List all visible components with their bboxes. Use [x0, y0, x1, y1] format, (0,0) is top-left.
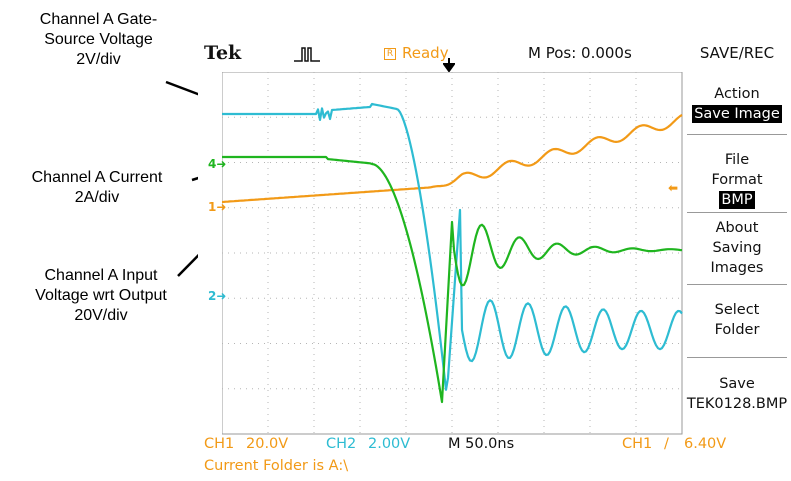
- annotation-line: 20V/div: [74, 307, 128, 324]
- save-label: Save: [719, 376, 755, 392]
- annotation-line: 2V/div: [76, 51, 121, 68]
- annotation-line: 2A/div: [74, 189, 120, 206]
- menu-divider: [687, 134, 787, 135]
- ch2-label: CH2: [326, 436, 357, 452]
- ch4-trace: [222, 155, 683, 404]
- trigger-position-icon: [443, 58, 455, 72]
- ch2-scale: 2.00V: [368, 436, 411, 452]
- action-menu-item[interactable]: Action Save Image: [685, 84, 789, 124]
- trigger-level-marker: ⬅: [668, 181, 679, 195]
- readout-bar: CH1 20.0V CH2 2.00V M 50.0ns CH1 / 6.40V…: [198, 436, 791, 481]
- horizontal-position: M Pos: 0.000s: [528, 44, 632, 62]
- about-label: Saving: [712, 240, 762, 256]
- about-saving-menu-item[interactable]: About Saving Images: [685, 218, 789, 278]
- file-format-label: File: [724, 152, 750, 168]
- trigger-channel: CH1: [622, 436, 653, 452]
- status-text: Ready: [402, 44, 449, 62]
- select-folder-label: Folder: [714, 322, 760, 338]
- ch1-trace: [222, 113, 683, 204]
- menu-divider: [687, 357, 787, 358]
- annotation-line: Voltage wrt Output: [35, 287, 167, 304]
- save-filename: TEK0128.BMP: [686, 396, 788, 412]
- save-menu-item[interactable]: Save TEK0128.BMP: [685, 374, 789, 414]
- menu-divider: [687, 212, 787, 213]
- current-folder: Current Folder is A:\: [204, 458, 349, 474]
- ch2-marker: 2➜: [208, 289, 227, 303]
- ch4-marker: 4➜: [208, 157, 227, 171]
- annotation-line: Channel A Current: [31, 169, 163, 186]
- oscilloscope-screen: Tek R Ready M Pos: 0.000s SAVE/REC 4➜ 1➜ …: [198, 40, 791, 481]
- menu-title: SAVE/REC: [699, 44, 775, 62]
- ch2-trace: [222, 102, 683, 391]
- trigger-slope-icon: /: [664, 436, 669, 452]
- ch1-marker: 1➜: [208, 200, 227, 214]
- menu-divider: [687, 284, 787, 285]
- action-value: Save Image: [692, 105, 782, 123]
- gate-voltage-annotation: Channel A Gate- Source Voltage 2V/div: [6, 10, 191, 70]
- waveform-graticule: [222, 72, 683, 435]
- annotation-line: Source Voltage: [44, 31, 153, 48]
- ch1-label: CH1: [204, 436, 235, 452]
- file-format-label: Format: [711, 172, 763, 188]
- brand-logo: Tek: [204, 42, 242, 64]
- annotation-line: Channel A Input: [44, 267, 158, 284]
- acquisition-status: R Ready: [384, 44, 449, 62]
- run-state-icon: R: [384, 47, 396, 60]
- ch1-scale: 20.0V: [246, 436, 289, 452]
- select-folder-label: Select: [714, 302, 760, 318]
- file-format-value: BMP: [719, 191, 755, 209]
- trigger-level: 6.40V: [684, 436, 727, 452]
- about-label: About: [715, 220, 759, 236]
- action-label: Action: [714, 86, 760, 102]
- annotation-line: Channel A Gate-: [39, 11, 158, 28]
- status-bar: Tek R Ready M Pos: 0.000s SAVE/REC: [198, 40, 791, 72]
- file-format-menu-item[interactable]: File Format BMP: [685, 150, 789, 210]
- side-menu: Action Save Image File Format BMP About …: [685, 72, 789, 434]
- input-voltage-annotation: Channel A Input Voltage wrt Output 20V/d…: [2, 266, 200, 326]
- current-annotation: Channel A Current 2A/div: [2, 168, 192, 208]
- acquire-pulse-icon: [294, 47, 320, 62]
- timebase: M 50.0ns: [448, 436, 515, 452]
- select-folder-menu-item[interactable]: Select Folder: [685, 300, 789, 340]
- about-label: Images: [710, 260, 764, 276]
